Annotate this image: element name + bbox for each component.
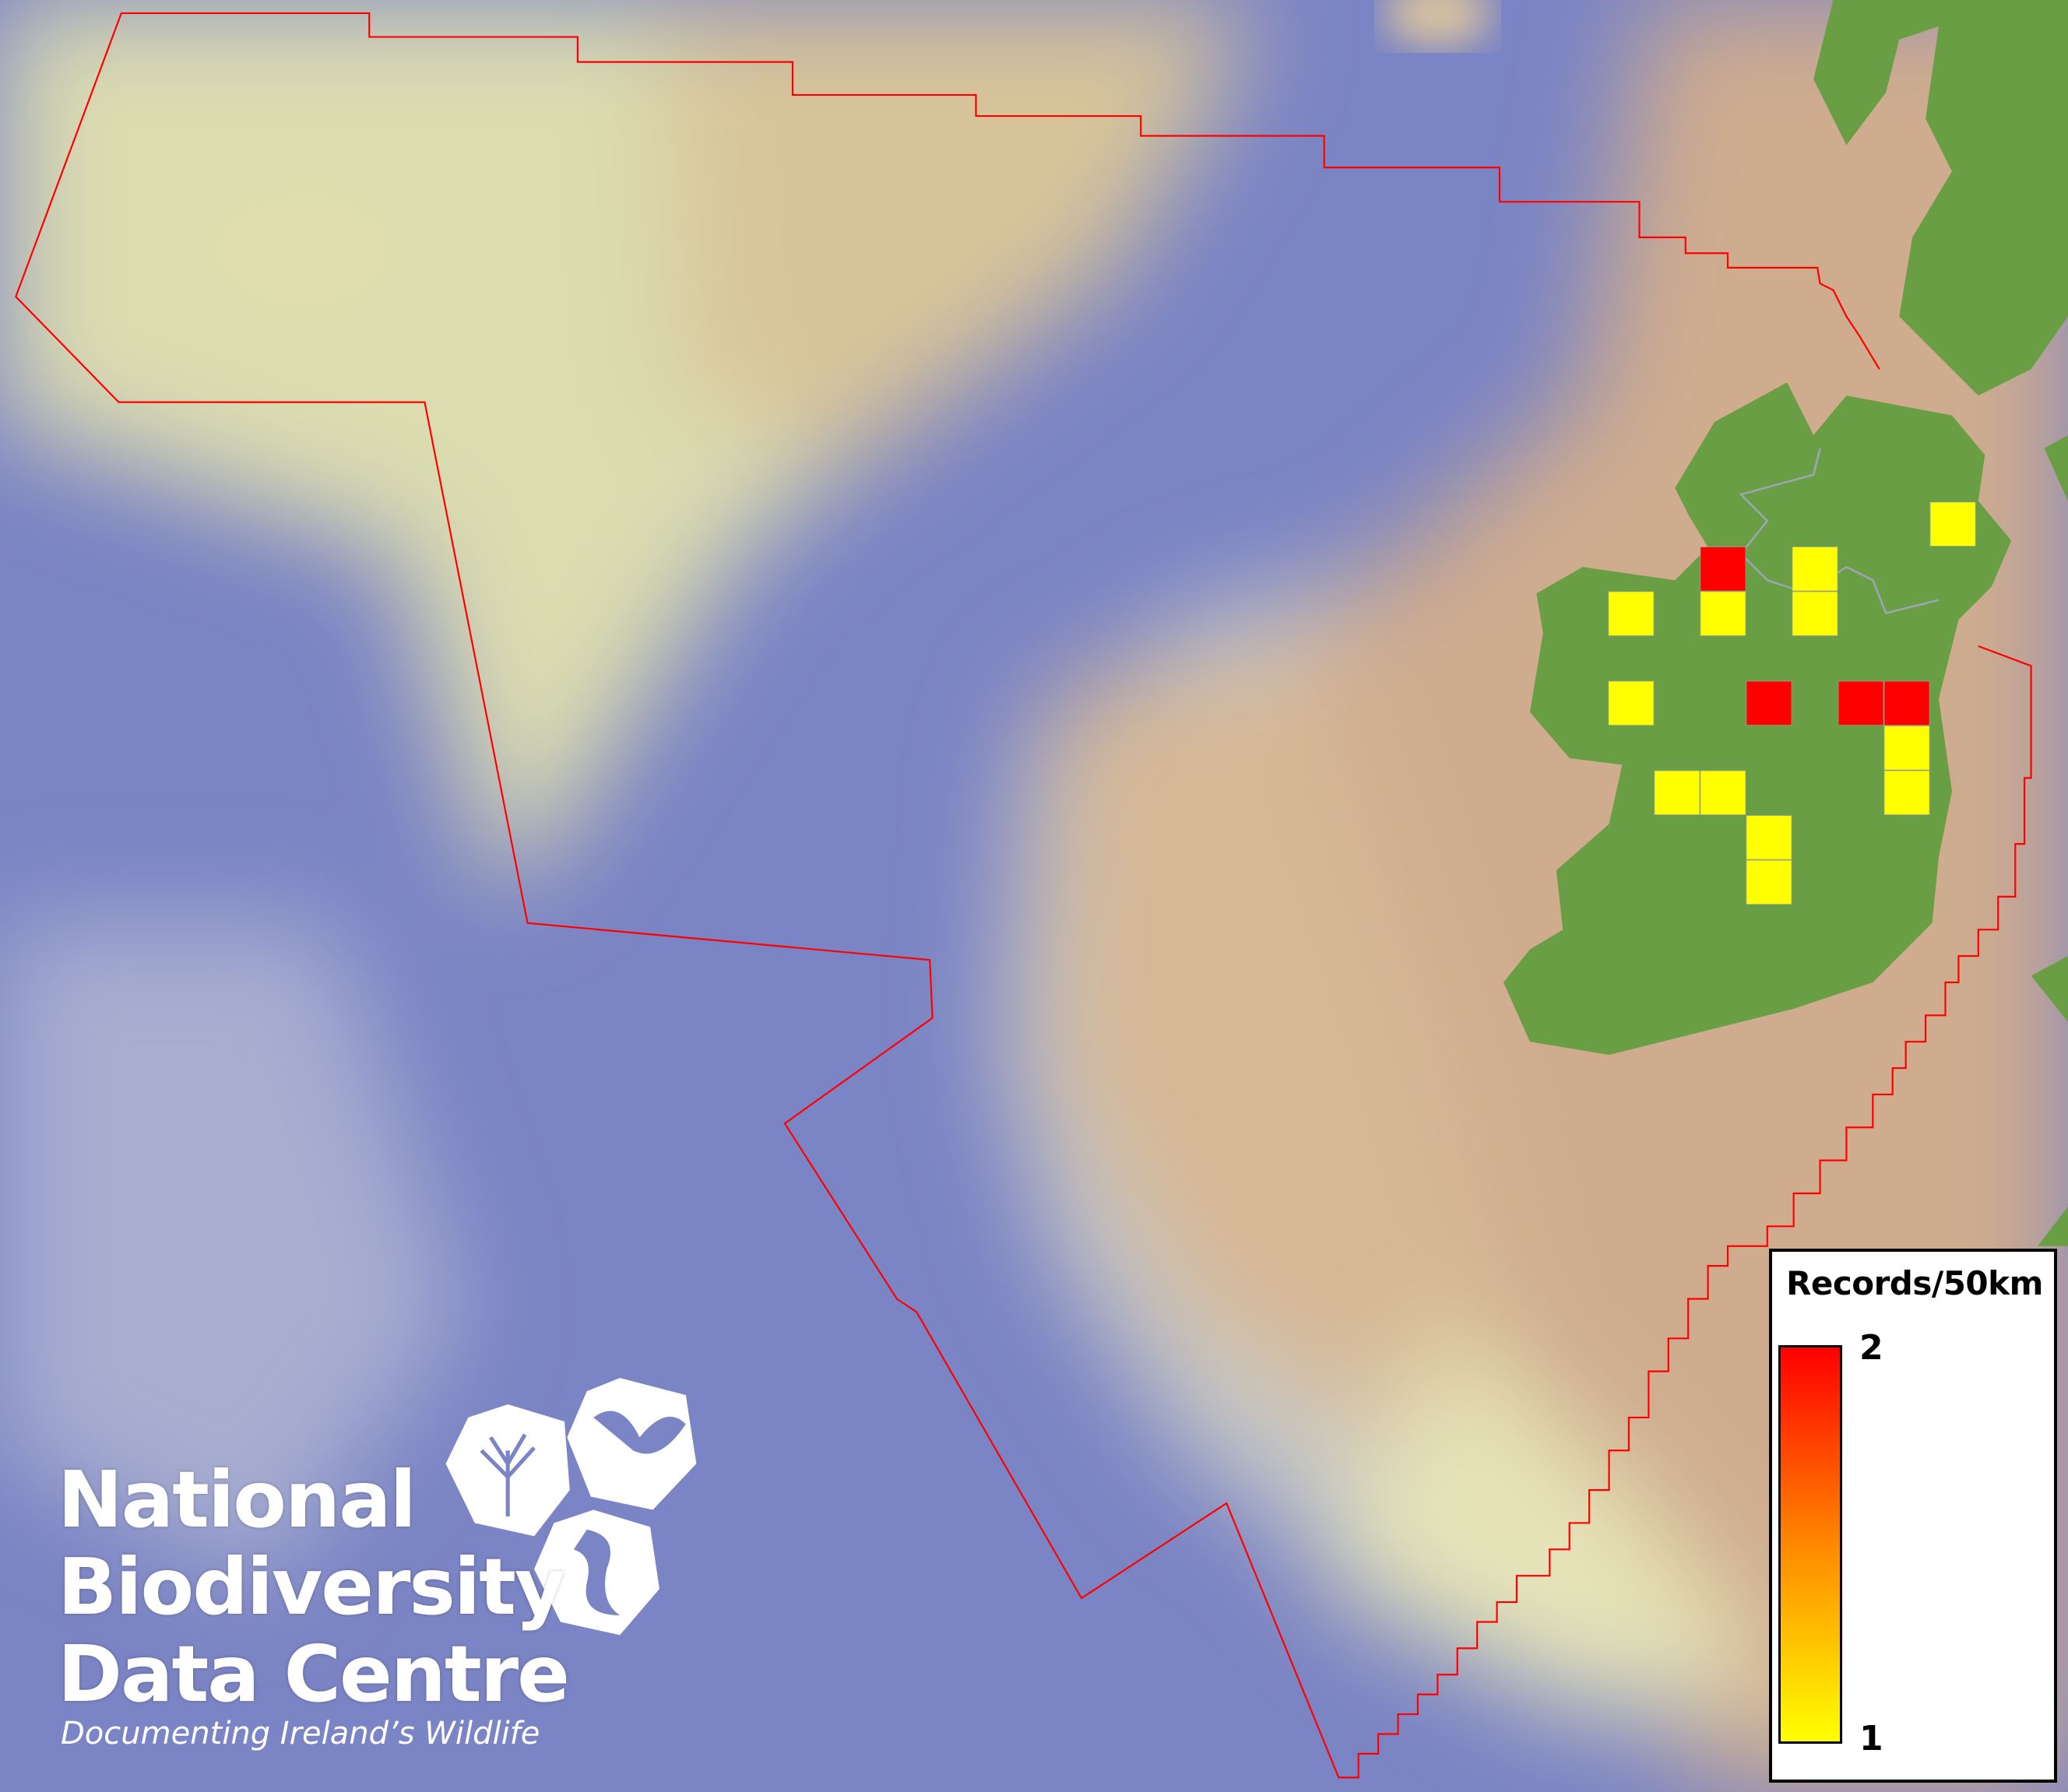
grid-cell-1-records[interactable] — [1654, 770, 1700, 815]
grid-cell-1-records[interactable] — [1792, 546, 1838, 592]
logo-line-biodiversity: Biodiversity — [58, 1541, 565, 1632]
grid-cell-1-records[interactable] — [1792, 591, 1838, 636]
logo-tagline: Documenting Ireland’s Wildlife — [61, 1716, 540, 1752]
logo-line-national: National — [58, 1454, 417, 1545]
grid-cell-1-records[interactable] — [1746, 859, 1792, 905]
grid-cell-1-records[interactable] — [1608, 680, 1655, 726]
grid-cell-1-records[interactable] — [1700, 591, 1746, 636]
grid-cell-2-records[interactable] — [1838, 680, 1884, 726]
legend-title: Records/50km — [1786, 1264, 2043, 1302]
grid-cell-2-records[interactable] — [1700, 546, 1746, 592]
river — [1739, 448, 1940, 615]
legend-color-ramp — [1778, 1345, 1842, 1744]
ndbc-logo-icons — [445, 1378, 697, 1636]
legend-min-label: 1 — [1859, 1719, 1883, 1759]
logo-line-data-centre: Data Centre — [58, 1629, 570, 1720]
legend: Records/50km 2 1 — [1769, 1249, 2057, 1783]
grid-cell-1-records[interactable] — [1883, 726, 1930, 771]
grid-cell-1-records[interactable] — [1608, 591, 1655, 636]
grid-cell-1-records[interactable] — [1746, 815, 1792, 860]
grid-cell-2-records[interactable] — [1746, 680, 1792, 726]
grid-cell-1-records[interactable] — [1883, 770, 1930, 815]
grid-cell-1-records[interactable] — [1700, 770, 1746, 815]
boundary-line — [15, 12, 2032, 1779]
grid-cell-1-records[interactable] — [1929, 501, 1976, 546]
scotland — [1813, 0, 2068, 396]
legend-max-label: 2 — [1859, 1328, 1883, 1368]
grid-cell-2-records[interactable] — [1883, 680, 1930, 726]
record-grid — [1608, 501, 1976, 905]
